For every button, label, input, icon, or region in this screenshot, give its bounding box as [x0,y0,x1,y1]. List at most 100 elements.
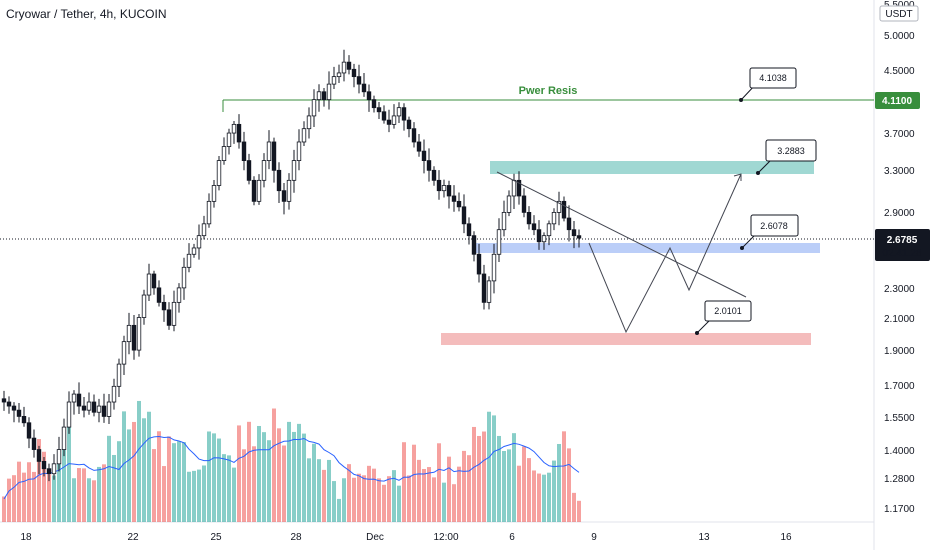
price-tick: 1.1700 [884,504,915,515]
volume-bars [2,400,581,522]
candle-body [326,83,332,101]
candle-body [546,223,552,237]
time-tick: 18 [20,532,32,543]
volume-bar [107,435,111,522]
volume-bar [492,415,496,522]
candle-body [486,280,492,303]
candle-body [16,409,22,417]
volume-bar [257,425,261,522]
volume-bar [302,433,306,522]
callout-label: 4.1038 [759,73,787,83]
volume-bar [352,477,356,522]
volume-bar [87,478,91,522]
callout-2.0101[interactable]: 2.0101 [695,300,752,335]
volume-bar [82,468,86,522]
candle-body [281,190,287,202]
candle-body [426,160,432,171]
currency-badge[interactable] [879,5,919,22]
candle-body [1,398,7,403]
volume-bar [507,449,511,522]
volume-bar [317,459,321,522]
candle-body [316,91,322,101]
candle-body [416,141,422,152]
candle-body [536,229,542,243]
volume-bar [37,439,41,522]
support-zone-mid [473,243,820,253]
candle-body [391,115,397,125]
candle-body [61,426,67,450]
volume-bar [237,425,241,522]
callout-4.1038[interactable]: 4.1038 [739,67,797,102]
volume-bar [512,433,516,522]
price-tick: 3.7000 [884,129,915,140]
candle-body [471,235,477,255]
candle-body [361,83,367,93]
volume-bar [202,465,206,522]
projection-arrowhead [733,173,742,181]
candle-body [396,107,402,117]
volume-bar [432,477,436,522]
price-tick: 1.9000 [884,346,915,357]
volume-bar [487,411,491,522]
candle-body [246,160,252,181]
volume-bar [7,478,11,522]
candle-body [411,128,417,143]
target-zone-top [490,161,814,174]
volume-bar [527,458,531,522]
descending-trendline [496,171,747,298]
volume-bar [542,474,546,522]
volume-bar [552,460,556,522]
time-axis[interactable]: 18 22 25 28 Dec 12:00 6 9 13 16 [20,532,792,543]
time-tick: 13 [698,532,710,543]
volume-bar [342,478,346,522]
volume-bar [152,449,156,522]
candle-body [276,169,282,192]
candle-body [541,235,547,243]
price-tick: 4.5000 [884,66,915,77]
volume-bar [62,439,66,522]
volume-bar [447,456,451,522]
volume-bar [547,472,551,522]
candle-body [76,393,82,407]
callout-label: 3.2883 [777,146,805,156]
candle-body [576,235,582,239]
callout-3.2883[interactable]: 3.2883 [756,139,817,175]
candle-body [241,141,247,161]
callout-label: 2.6078 [760,221,788,231]
volume-bar [427,467,431,522]
candle-body [381,111,387,121]
volume-bar [52,475,56,522]
resistance-price-badge [875,92,920,109]
volume-bar [472,426,476,522]
projection-path [588,173,742,334]
volume-bar [307,458,311,522]
candle-body [26,422,32,439]
volume-bar [162,466,166,522]
volume-bar [327,459,331,522]
price-tick: 1.4000 [884,446,915,457]
price-axis[interactable]: 5.5000 USDT 5.0000 4.5000 3.7000 3.3000 … [875,0,930,515]
volume-bar [362,475,366,522]
volume-bar [437,443,441,522]
resistance-price-label: 4.1100 [882,96,912,107]
candle-body [531,223,537,231]
candle-body [431,169,437,181]
volume-bar [2,496,6,522]
candle-body [301,128,307,143]
candle-body [556,200,562,213]
candle-body [421,150,427,161]
volume-bar [267,440,271,522]
volume-bar [32,471,36,522]
chart-title: Cryowar / Tether, 4h, KUCOIN [6,7,167,21]
volume-bar [47,474,51,522]
candle-body [156,287,162,303]
price-tick: 5.0000 [884,31,915,42]
price-tick: 3.3000 [884,166,915,177]
volume-bar [92,480,96,522]
support-zone-bottom [441,333,811,345]
candle-body [571,229,577,237]
candle-body [216,160,222,186]
time-tick: 22 [127,532,139,543]
callout-2.6078[interactable]: 2.6078 [740,214,799,250]
